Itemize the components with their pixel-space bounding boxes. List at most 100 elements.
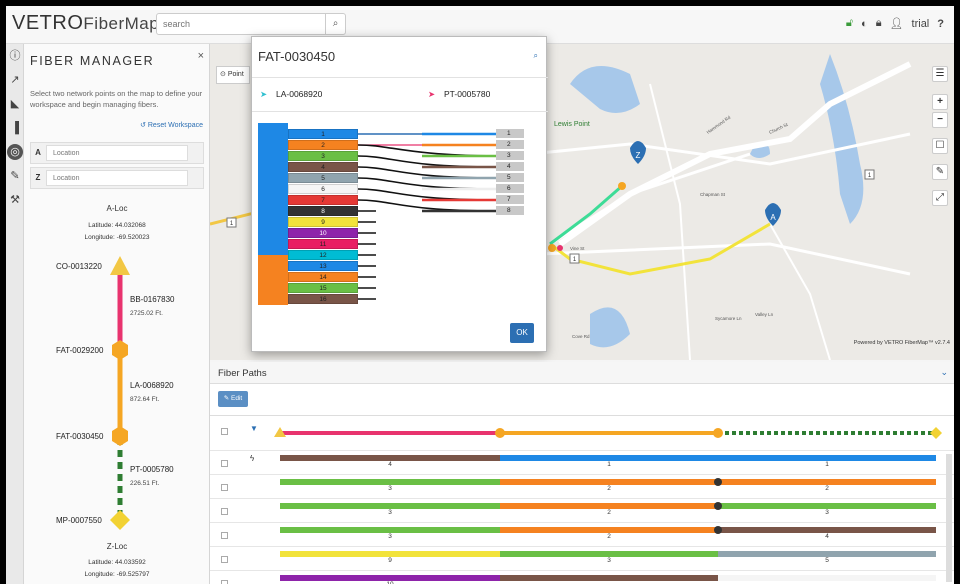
path-segment[interactable]	[280, 527, 500, 533]
zoom-out-button[interactable]: −	[932, 112, 948, 128]
path-segment[interactable]	[280, 551, 500, 557]
scrollbar[interactable]	[946, 454, 952, 582]
fiber-left-14[interactable]: 14	[288, 272, 358, 282]
path-segment[interactable]	[718, 479, 936, 485]
marker-a-icon[interactable]	[765, 203, 781, 226]
tools-icon[interactable]: ⚒	[10, 194, 20, 206]
points-button[interactable]: ⊙ Point	[216, 66, 250, 84]
splice-point[interactable]	[714, 526, 722, 534]
pencil-icon[interactable]: ✎	[932, 164, 948, 180]
fiber-left-7[interactable]: 7	[288, 195, 358, 205]
row-checkbox[interactable]	[221, 484, 228, 491]
search-input[interactable]	[157, 14, 325, 34]
row-checkbox[interactable]	[221, 580, 228, 584]
path-segment[interactable]	[500, 503, 718, 509]
fiber-right-1[interactable]: 1	[496, 129, 524, 139]
fiber-left-16[interactable]: 16	[288, 294, 358, 304]
cable-right-name[interactable]: PT-0005780	[444, 89, 491, 99]
chevron-down-icon[interactable]: ⌄	[940, 367, 948, 377]
reset-workspace-link[interactable]: ↺ Reset Workspace	[140, 122, 203, 129]
route-node-1[interactable]	[618, 182, 626, 190]
node-co[interactable]: CO-0013220	[56, 262, 102, 271]
route-node-3[interactable]	[557, 245, 563, 251]
path-segment[interactable]	[718, 527, 936, 533]
user-name[interactable]: trial	[911, 17, 930, 30]
edit-icon[interactable]: ✎	[10, 170, 20, 182]
a-location-input[interactable]	[46, 145, 188, 161]
path-segment[interactable]	[718, 551, 936, 557]
toggle-icon[interactable]: ◐	[861, 17, 868, 30]
path-segment[interactable]	[500, 527, 718, 533]
co-triangle-icon[interactable]	[110, 256, 130, 275]
node-fat-2[interactable]: FAT-0030450	[56, 432, 104, 441]
path-segment[interactable]	[500, 551, 718, 557]
splice-point[interactable]	[714, 502, 722, 510]
splice-point[interactable]	[714, 478, 722, 486]
chart-area-icon[interactable]: ◣	[10, 98, 20, 110]
fiber-right-3[interactable]: 3	[496, 151, 524, 161]
search-icon[interactable]: ⌕	[533, 51, 538, 60]
path-segment[interactable]	[500, 455, 718, 461]
fiber-left-8[interactable]: 8	[288, 206, 358, 216]
info-icon[interactable]: ⓘ	[9, 50, 21, 62]
layers-icon[interactable]: ☰	[932, 66, 948, 82]
user-icon[interactable]: 👤︎	[889, 18, 904, 30]
node-mp[interactable]: MP-0007550	[56, 516, 102, 525]
unlock-icon[interactable]: 🔓︎	[845, 17, 854, 29]
fiber-right-7[interactable]: 7	[496, 195, 524, 205]
fiber-left-15[interactable]: 15	[288, 283, 358, 293]
zoom-in-button[interactable]: +	[932, 94, 948, 110]
filter-icon[interactable]: ▼	[250, 424, 258, 433]
row-checkbox[interactable]	[221, 532, 228, 539]
route-yellow[interactable]	[549, 222, 771, 276]
fiber-left-5[interactable]: 5	[288, 173, 358, 183]
fiber-right-6[interactable]: 6	[496, 184, 524, 194]
path-segment[interactable]	[280, 575, 500, 581]
fiber-left-1[interactable]: 1	[288, 129, 358, 139]
mp-diamond-icon[interactable]	[110, 510, 130, 530]
close-icon[interactable]: ×	[197, 50, 204, 62]
bar-chart-icon[interactable]: ▐	[11, 122, 19, 134]
fiber-right-8[interactable]: 8	[496, 206, 524, 216]
path-segment[interactable]	[280, 455, 500, 461]
fiber-right-2[interactable]: 2	[496, 140, 524, 150]
row-checkbox[interactable]	[221, 556, 228, 563]
row-checkbox[interactable]	[221, 460, 228, 467]
path-segment[interactable]	[718, 455, 936, 461]
fat-hex-icon-1[interactable]	[112, 340, 128, 360]
fiber-paths-header[interactable]: Fiber Paths ⌄	[210, 362, 954, 384]
path-segment[interactable]	[718, 503, 936, 509]
fiber-right-4[interactable]: 4	[496, 162, 524, 172]
path-segment[interactable]	[280, 503, 500, 509]
chart-line-icon[interactable]: ↗	[10, 74, 20, 86]
fiber-right-5[interactable]: 5	[496, 173, 524, 183]
path-segment[interactable]	[500, 575, 718, 581]
z-location-input[interactable]	[46, 170, 188, 186]
fiber-left-3[interactable]: 3	[288, 151, 358, 161]
path-segment[interactable]	[718, 575, 936, 581]
search-icon[interactable]: ⌕	[325, 14, 345, 34]
edit-button[interactable]: ✎ Edit	[218, 391, 248, 407]
node-fat-1[interactable]: FAT-0029200	[56, 346, 104, 355]
fiber-left-2[interactable]: 2	[288, 140, 358, 150]
route-node-2[interactable]	[548, 244, 556, 252]
fiber-left-9[interactable]: 9	[288, 217, 358, 227]
fiber-manager-icon[interactable]: ◎	[7, 144, 23, 160]
row-checkbox[interactable]	[221, 508, 228, 515]
comment-icon[interactable]: ☐	[932, 138, 948, 154]
fat-hex-icon-2[interactable]	[112, 426, 128, 446]
fiber-left-11[interactable]: 11	[288, 239, 358, 249]
fiber-left-13[interactable]: 13	[288, 261, 358, 271]
help-icon[interactable]: ?	[937, 17, 944, 30]
lock-icon[interactable]: 🔒︎	[875, 17, 882, 29]
fiber-left-6[interactable]: 6	[288, 184, 358, 194]
fiber-left-10[interactable]: 10	[288, 228, 358, 238]
path-segment[interactable]	[280, 479, 500, 485]
cable-left-name[interactable]: LA-0068920	[276, 89, 323, 99]
select-all-checkbox[interactable]	[221, 428, 228, 435]
fiber-left-12[interactable]: 12	[288, 250, 358, 260]
path-segment[interactable]	[500, 479, 718, 485]
route-green[interactable]	[549, 184, 623, 246]
measure-icon[interactable]: ⤢	[932, 190, 948, 206]
